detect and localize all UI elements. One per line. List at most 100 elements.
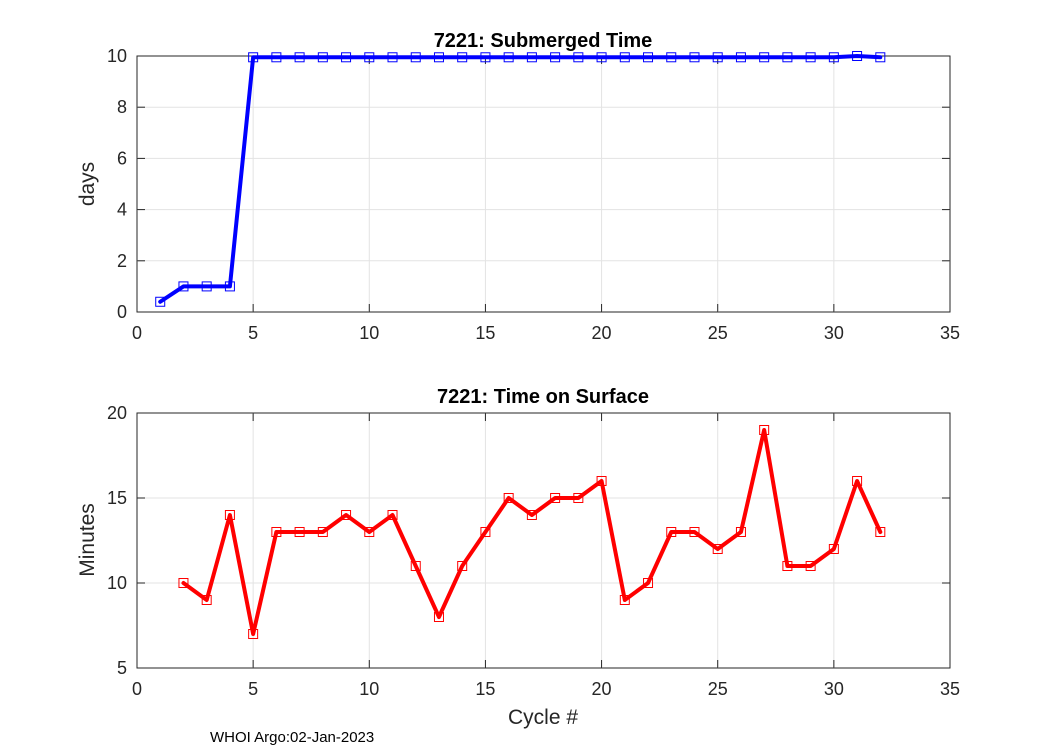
footer-credit: WHOI Argo:02-Jan-2023 <box>210 729 374 746</box>
submerged-time-title: 7221: Submerged Time <box>434 30 653 52</box>
submerged-time-ticks: 0 5 10 15 20 25 30 35 0 2 4 6 8 10 <box>107 46 960 343</box>
time-on-surface-marker <box>503 493 514 503</box>
cycle-xlabel: Cycle # <box>508 706 578 729</box>
time-on-surface-marker <box>828 544 839 554</box>
submerged-time-marker <box>759 52 770 63</box>
submerged-time-marker <box>828 52 839 63</box>
time-on-surface-marker <box>550 493 561 503</box>
submerged-time-ytick-label: 0 <box>117 302 127 322</box>
time-on-surface-xtick-label: 10 <box>359 679 379 699</box>
time-on-surface-marker <box>596 476 607 486</box>
submerged-time-marker <box>457 52 468 63</box>
time-on-surface-marker <box>759 425 770 435</box>
submerged-time-xtick-label: 20 <box>592 323 612 343</box>
submerged-time-ytick-label: 8 <box>117 97 127 117</box>
submerged-time-marker <box>712 52 723 63</box>
submerged-time-ytick-label: 2 <box>117 251 127 271</box>
time-on-surface-marker <box>875 527 886 537</box>
time-on-surface-ytick-label: 5 <box>117 658 127 678</box>
submerged-time-marker <box>387 52 398 63</box>
time-on-surface-marker <box>480 527 491 537</box>
time-on-surface-marker <box>782 561 793 571</box>
submerged-time-marker <box>271 52 282 63</box>
time-on-surface-xtick-label: 30 <box>824 679 844 699</box>
time-on-surface-marker <box>201 595 212 605</box>
time-on-surface-marker <box>619 595 630 605</box>
time-on-surface-marker <box>364 527 375 537</box>
time-on-surface-marker <box>178 578 189 588</box>
time-on-surface-marker <box>387 510 398 520</box>
submerged-time-ytick-label: 10 <box>107 46 127 66</box>
submerged-time-xtick-label: 35 <box>940 323 960 343</box>
submerged-time-marker <box>364 52 375 63</box>
time-on-surface-xtick-label: 20 <box>592 679 612 699</box>
submerged-time-marker <box>619 52 630 63</box>
submerged-time-marker <box>248 52 259 63</box>
submerged-time-xtick-label: 25 <box>708 323 728 343</box>
submerged-time-xtick-label: 30 <box>824 323 844 343</box>
time-on-surface-ytick-label: 15 <box>107 488 127 508</box>
submerged-time-xtick-label: 5 <box>248 323 258 343</box>
time-on-surface-marker <box>852 476 863 486</box>
submerged-time-marker <box>805 52 816 63</box>
submerged-time-marker <box>178 281 189 292</box>
submerged-time-marker <box>735 52 746 63</box>
time-on-surface-line <box>181 428 883 636</box>
time-on-surface-marker <box>573 493 584 503</box>
submerged-time-xtick-label: 15 <box>475 323 495 343</box>
time-on-surface-plot-area <box>136 412 951 669</box>
submerged-time-marker <box>317 52 328 63</box>
time-on-surface-marker <box>294 527 305 537</box>
time-on-surface-marker <box>526 510 537 520</box>
submerged-time-marker <box>155 296 166 307</box>
submerged-time-marker <box>875 52 886 63</box>
time-on-surface-ylabel: Minutes <box>76 503 99 577</box>
submerged-time-marker <box>782 52 793 63</box>
submerged-time-xtick-label: 0 <box>132 323 142 343</box>
submerged-time-marker <box>689 52 700 63</box>
time-on-surface-marker <box>224 510 235 520</box>
time-on-surface-marker <box>341 510 352 520</box>
submerged-time-marker <box>294 52 305 63</box>
time-on-surface-xtick-label: 0 <box>132 679 142 699</box>
submerged-time-plot-area <box>136 55 951 313</box>
submerged-time-ytick-label: 6 <box>117 148 127 168</box>
submerged-time-panel: 0 5 10 15 20 25 30 35 0 2 4 6 8 10 7221: Submerged Ti… <box>76 30 960 343</box>
time-on-surface-xtick-label: 5 <box>248 679 258 699</box>
submerged-time-marker <box>643 52 654 63</box>
submerged-time-marker <box>433 52 444 63</box>
time-on-surface-marker <box>735 527 746 537</box>
time-on-surface-marker <box>317 527 328 537</box>
time-on-surface-marker <box>457 561 468 571</box>
time-on-surface-xtick-label: 35 <box>940 679 960 699</box>
time-on-surface-marker <box>248 629 259 639</box>
submerged-time-ytick-label: 4 <box>117 200 127 220</box>
submerged-time-marker <box>224 281 235 292</box>
submerged-time-marker <box>503 52 514 63</box>
time-on-surface-grid <box>137 413 950 668</box>
submerged-time-marker <box>201 281 212 292</box>
time-on-surface-marker <box>689 527 700 537</box>
time-on-surface-marker <box>410 561 421 571</box>
submerged-time-ylabel: days <box>76 162 99 206</box>
time-on-surface-xtick-label: 15 <box>475 679 495 699</box>
submerged-time-series <box>155 51 886 307</box>
submerged-time-marker <box>596 52 607 63</box>
time-on-surface-ytick-label: 20 <box>107 403 127 423</box>
time-on-surface-ytick-label: 10 <box>107 573 127 593</box>
time-on-surface-title: 7221: Time on Surface <box>437 386 649 408</box>
submerged-time-grid <box>137 56 950 312</box>
submerged-time-marker <box>341 52 352 63</box>
time-on-surface-marker <box>666 527 677 537</box>
time-on-surface-xtick-label: 25 <box>708 679 728 699</box>
time-on-surface-marker <box>643 578 654 588</box>
submerged-time-marker <box>480 52 491 63</box>
submerged-time-line <box>158 54 883 304</box>
submerged-time-xtick-label: 10 <box>359 323 379 343</box>
submerged-time-marker <box>573 52 584 63</box>
time-on-surface-series <box>178 425 886 639</box>
submerged-time-marker <box>666 52 677 63</box>
time-on-surface-marker <box>712 544 723 554</box>
